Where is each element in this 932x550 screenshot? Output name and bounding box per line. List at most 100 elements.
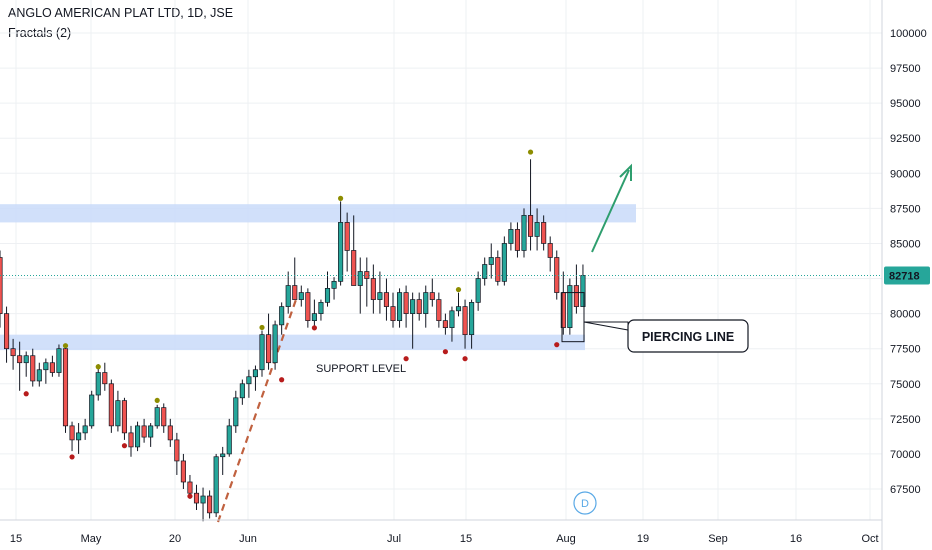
price-tick-label: 70000 [890, 449, 921, 461]
candle-body [272, 324, 278, 364]
candle-body [527, 215, 534, 237]
candle-body [292, 285, 298, 300]
chart-grid [0, 0, 882, 520]
candle-body [508, 229, 514, 244]
candle-body [174, 439, 180, 462]
price-tick-label: 75000 [890, 379, 921, 391]
candle-body [252, 369, 259, 378]
candle-body [410, 299, 416, 314]
candle-body [567, 285, 573, 328]
dividend-marker-label: D [581, 498, 589, 510]
candle-body [351, 250, 357, 286]
candle-body [285, 285, 291, 307]
fractal-up-marker [259, 324, 265, 331]
candle-body [89, 394, 95, 427]
candle-body [187, 481, 193, 494]
price-axis: 6750070000725007500077500800008250085000… [881, 0, 930, 550]
fractal-down-marker [279, 377, 285, 383]
candle-body [266, 334, 272, 364]
candle-body [226, 425, 232, 455]
candle-body [436, 299, 442, 321]
candle-body [161, 407, 167, 427]
fractal-down-marker [554, 342, 560, 348]
candle-body [416, 299, 422, 314]
candle-body [207, 495, 213, 514]
candle-body [141, 425, 147, 438]
time-tick-label: 20 [169, 533, 181, 545]
trend-line [216, 299, 298, 523]
candle-body [213, 456, 219, 514]
candle-body [233, 397, 239, 427]
candle-body [69, 425, 75, 441]
annotation-zones [0, 204, 636, 351]
candle-body [30, 355, 36, 382]
support-zone[interactable] [0, 334, 585, 351]
candle-body [121, 400, 128, 434]
last-price-badge [884, 266, 930, 285]
candle-body [167, 425, 173, 441]
piercing-line-callout[interactable] [627, 319, 749, 353]
fractal-up-marker [338, 195, 344, 201]
piercing-highlight-box[interactable] [561, 292, 585, 343]
candle-body [318, 302, 324, 314]
candle-body [547, 243, 553, 258]
candle-body [180, 460, 186, 483]
candle-body [3, 313, 10, 350]
price-tick-label: 100000 [890, 28, 927, 40]
candle-body [62, 348, 69, 427]
candle-body [541, 222, 547, 244]
fractal-up-marker [527, 149, 534, 155]
candle-body [36, 369, 42, 382]
dividend-marker-icon[interactable] [573, 491, 597, 515]
resistance-zone[interactable] [0, 204, 636, 223]
candle-body [469, 302, 475, 336]
candle-body [573, 285, 579, 307]
fractal-down-marker [462, 356, 468, 362]
time-tick-label: 15 [10, 533, 22, 545]
time-tick-label: 16 [790, 533, 802, 545]
candle-body [370, 278, 376, 300]
time-tick-label: Aug [556, 533, 576, 545]
projection-arrow-head [619, 163, 632, 181]
candle-body [495, 257, 501, 282]
price-tick-label: 87500 [890, 203, 921, 215]
candle-body [23, 355, 29, 364]
candle-body [324, 288, 331, 303]
time-tick-label: Jun [239, 533, 257, 545]
candle-body [521, 215, 527, 251]
candle-body [423, 292, 429, 314]
price-tick-label: 80000 [890, 309, 921, 321]
time-tick-label: May [81, 533, 102, 545]
fractal-down-marker [121, 443, 128, 449]
candle-body [148, 425, 154, 438]
dashed-trend-line[interactable] [216, 299, 298, 523]
candle-body [154, 407, 160, 427]
candle-body [246, 376, 252, 385]
candle-body [259, 334, 265, 371]
fractal-down-marker [187, 493, 193, 499]
candle-body [43, 362, 49, 371]
time-tick-label: Sep [708, 533, 728, 545]
candle-body [377, 292, 383, 300]
candle-body [128, 432, 134, 448]
fractal-up-marker [154, 397, 160, 404]
candle-body [102, 372, 108, 385]
price-tick-label: 97500 [890, 63, 921, 75]
price-tick-label: 77500 [890, 344, 921, 356]
candle-body [49, 362, 55, 373]
time-tick-label: 15 [460, 533, 472, 545]
candle-body [10, 348, 16, 357]
candle-body [239, 383, 245, 399]
piercing-line-label: PIERCING LINE [642, 330, 734, 344]
candle-body [344, 222, 350, 251]
fractal-down-marker [403, 356, 409, 362]
candle-body [115, 400, 121, 427]
projection-arrow[interactable] [591, 169, 630, 253]
candle-body [200, 495, 206, 504]
candle-body [331, 280, 337, 289]
support-level-label: SUPPORT LEVEL [316, 363, 406, 375]
candle-body [383, 292, 390, 307]
time-tick-label: Oct [861, 533, 878, 545]
candle-body [475, 278, 481, 303]
